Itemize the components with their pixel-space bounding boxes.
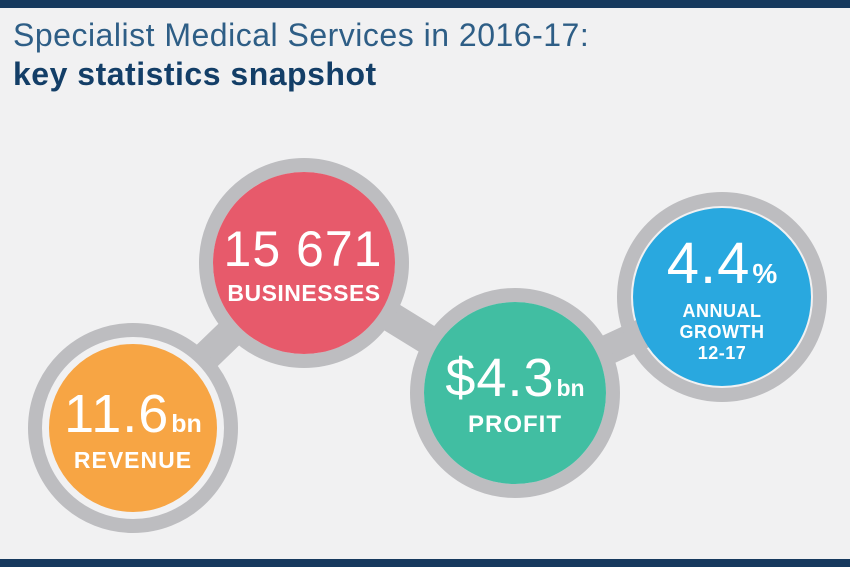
growth-disc: 4.4 % ANNUAL GROWTH 12-17 (633, 208, 811, 386)
profit-label: PROFIT (468, 411, 562, 438)
bottom-border-bar (0, 559, 850, 567)
stat-bubble-profit: $4.3 bn PROFIT (410, 288, 620, 498)
page-title: Specialist Medical Services in 2016-17: … (13, 16, 589, 94)
businesses-label: BUSINESSES (227, 279, 381, 306)
growth-label-line-2: GROWTH (679, 322, 765, 343)
growth-label-line-3: 12-17 (697, 342, 747, 363)
growth-label: ANNUAL GROWTH 12-17 (680, 301, 765, 363)
stat-bubble-growth: 4.4 % ANNUAL GROWTH 12-17 (617, 192, 827, 402)
profit-value-row: $4.3 bn (445, 347, 584, 409)
revenue-suffix: bn (171, 409, 202, 438)
title-line-1: Specialist Medical Services in 2016-17: (13, 17, 590, 53)
businesses-disc: 15 671 BUSINESSES (213, 172, 395, 354)
top-border-bar (0, 0, 850, 8)
growth-value-row: 4.4 % (667, 230, 778, 297)
growth-suffix: % (752, 258, 778, 290)
revenue-value: 11.6 (64, 383, 170, 444)
growth-label-line-1: ANNUAL (682, 301, 762, 322)
profit-value: $4.3 (445, 348, 555, 408)
stat-bubble-revenue: 11.6 bn REVENUE (28, 323, 238, 533)
growth-value: 4.4 (666, 231, 751, 297)
profit-disc: $4.3 bn PROFIT (424, 302, 606, 484)
profit-suffix: bn (556, 375, 585, 401)
revenue-value-row: 11.6 bn (64, 383, 202, 445)
businesses-value: 15 671 (223, 220, 383, 277)
stat-bubble-businesses: 15 671 BUSINESSES (199, 158, 409, 368)
revenue-disc: 11.6 bn REVENUE (49, 344, 217, 512)
revenue-label: REVENUE (73, 446, 193, 473)
title-line-2: key statistics snapshot (13, 56, 377, 93)
businesses-value-row: 15 671 (224, 220, 385, 278)
